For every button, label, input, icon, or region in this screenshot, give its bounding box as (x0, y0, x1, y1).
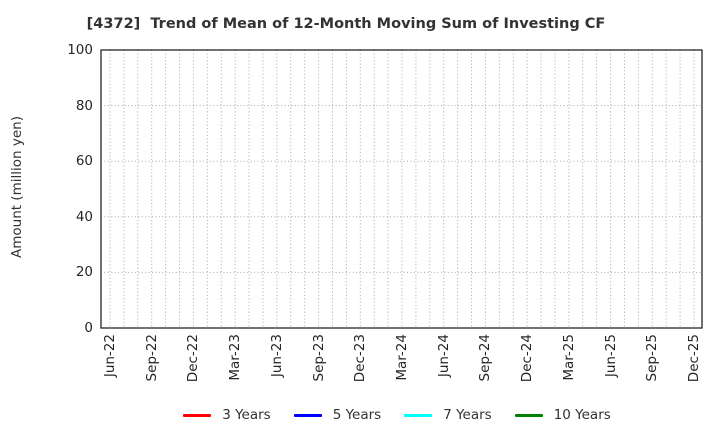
legend-line-swatch (514, 413, 543, 417)
legend-label: 7 Years (443, 407, 492, 423)
legend-item: 5 Years (293, 407, 382, 423)
x-tick-label: Sep-24 (477, 334, 494, 382)
chart-title: [4372] Trend of Mean of 12-Month Moving … (86, 16, 606, 32)
x-tick-label: Sep-25 (644, 334, 661, 382)
y-tick-label: 80 (75, 97, 93, 114)
x-tick-label: Dec-24 (519, 334, 536, 383)
x-tick-label: Jun-22 (102, 334, 118, 378)
x-tick-label: Dec-23 (352, 334, 369, 383)
x-tick-label: Mar-24 (394, 334, 410, 381)
x-tick-label: Sep-23 (310, 334, 327, 382)
legend-item: 3 Years (183, 407, 271, 423)
x-tick-label: Jun-23 (268, 334, 285, 378)
legend-item: 10 Years (514, 407, 611, 423)
y-tick-label: 20 (75, 264, 93, 281)
legend-item: 7 Years (404, 407, 492, 423)
y-tick-label: 60 (75, 153, 93, 170)
x-tick-label: Jun-24 (435, 334, 452, 378)
x-tick-label: Dec-22 (185, 334, 202, 383)
legend-line-swatch (183, 413, 212, 417)
x-tick-label: Jun-25 (602, 334, 619, 378)
legend-label: 10 Years (553, 407, 611, 423)
x-tick-label: Mar-25 (560, 334, 577, 381)
legend-line-swatch (293, 413, 322, 417)
legend-label: 3 Years (222, 407, 271, 423)
y-tick-label: 40 (75, 208, 93, 225)
x-tick-label: Sep-22 (143, 334, 160, 382)
y-tick-label: 100 (67, 42, 93, 58)
y-tick-label: 0 (84, 320, 93, 336)
x-tick-label: Mar-23 (227, 334, 244, 381)
plot-border (100, 49, 703, 329)
legend-line-swatch (404, 413, 433, 417)
legend: 3 Years 5 Years 7 Years 10 Years (0, 407, 720, 423)
x-tick-label: Dec-25 (686, 334, 702, 383)
legend-label: 5 Years (332, 407, 382, 423)
